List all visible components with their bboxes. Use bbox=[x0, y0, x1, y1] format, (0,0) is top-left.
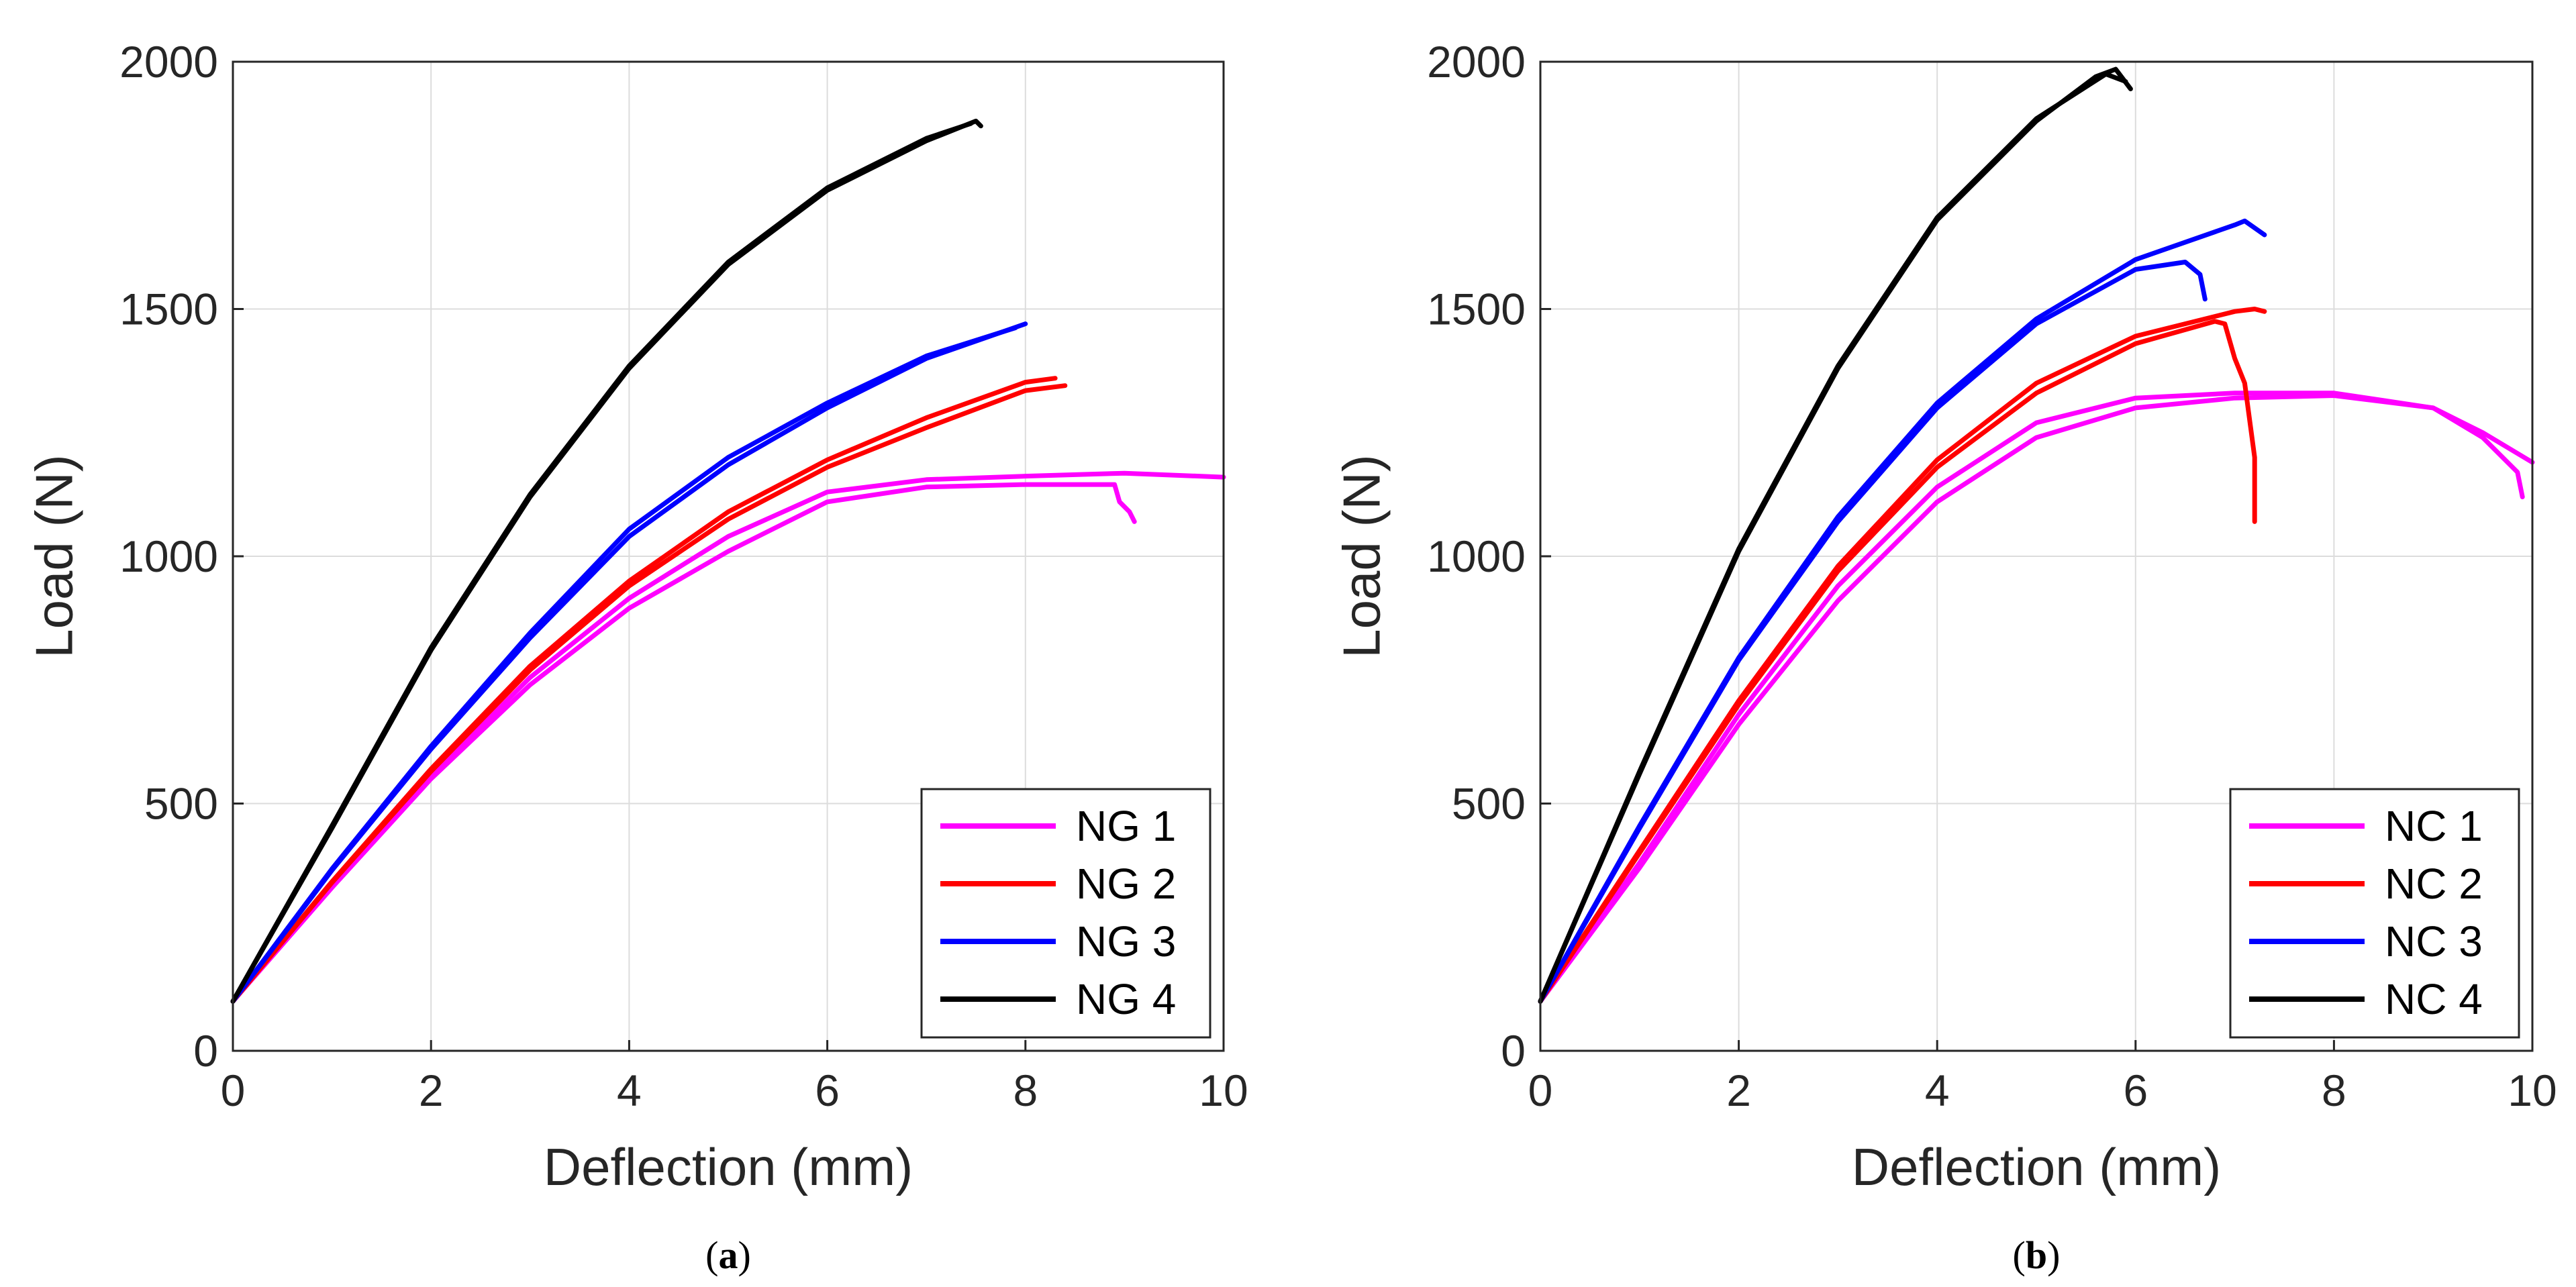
legend-label: NG 4 bbox=[1076, 975, 1176, 1023]
series-curve-ng-4 bbox=[230, 121, 974, 1004]
series-curve-ng-2 bbox=[230, 376, 1058, 1004]
panel-label-open-paren-a: ( bbox=[705, 1233, 718, 1277]
x-tick-label: 2 bbox=[419, 1066, 444, 1115]
legend-label: NG 3 bbox=[1076, 917, 1176, 966]
series-curve-nc-3 bbox=[1538, 218, 2267, 1004]
series-curve-ng-3 bbox=[230, 325, 1018, 1004]
y-axis-title-a: Load (N) bbox=[25, 454, 84, 658]
series-curve-nc-1 bbox=[1538, 391, 2535, 1004]
panel-label-letter-b: b bbox=[2026, 1233, 2047, 1277]
x-tick-label: 6 bbox=[815, 1066, 840, 1115]
y-tick-label: 1000 bbox=[1427, 531, 1526, 581]
panel-label-b: (b) bbox=[2013, 1233, 2061, 1277]
x-axis-title-b: Deflection (mm) bbox=[1852, 1137, 2221, 1196]
x-tick-label: 4 bbox=[1925, 1066, 1950, 1115]
series-curve-nc-1 bbox=[1538, 393, 2525, 1004]
x-tick-label: 6 bbox=[2123, 1066, 2148, 1115]
x-tick-label: 8 bbox=[2322, 1066, 2346, 1115]
legend-label: NG 1 bbox=[1076, 802, 1176, 850]
y-axis-title-b: Load (N) bbox=[1332, 454, 1391, 658]
y-tick-label: 500 bbox=[144, 779, 218, 829]
x-tick-label: 8 bbox=[1013, 1066, 1038, 1115]
legend-a: NG 1 NG 2 NG 3 NG 4 bbox=[920, 788, 1211, 1039]
curves-a bbox=[230, 118, 1226, 1004]
tick-labels-a: 0 2 4 6 8 10 0 500 1000 1500 2000 bbox=[119, 37, 1248, 1115]
series-curve-nc-4 bbox=[1538, 66, 2133, 1004]
x-tick-label: 0 bbox=[1528, 1066, 1553, 1115]
legend-label: NC 2 bbox=[2385, 860, 2483, 908]
x-axis-title-a: Deflection (mm) bbox=[544, 1137, 913, 1196]
tick-labels-b: 0 2 4 6 8 10 0 500 1000 1500 2000 bbox=[1427, 37, 2557, 1115]
x-tick-label: 0 bbox=[221, 1066, 246, 1115]
y-tick-label: 2000 bbox=[1427, 37, 1526, 87]
legend-label: NC 3 bbox=[2385, 917, 2483, 966]
y-tick-label: 2000 bbox=[119, 37, 218, 87]
series-curve-ng-1 bbox=[230, 470, 1226, 1004]
panel-label-letter-a: a bbox=[719, 1233, 738, 1277]
y-tick-label: 0 bbox=[193, 1026, 218, 1076]
x-tick-label: 10 bbox=[2508, 1066, 2557, 1115]
x-tick-label: 4 bbox=[617, 1066, 642, 1115]
y-tick-label: 1000 bbox=[119, 531, 218, 581]
panel-label-a: (a) bbox=[705, 1233, 751, 1277]
legend-label: NC 4 bbox=[2385, 975, 2483, 1023]
series-curve-nc-4 bbox=[1538, 71, 2128, 1004]
y-tick-label: 500 bbox=[1452, 779, 1526, 829]
panel-label-close-paren-b: ) bbox=[2047, 1233, 2060, 1277]
series-curve-nc-2 bbox=[1538, 319, 2257, 1004]
x-tick-label: 2 bbox=[1726, 1066, 1751, 1115]
y-tick-label: 1500 bbox=[1427, 285, 1526, 334]
curves-b bbox=[1538, 66, 2535, 1004]
series-curve-nc-2 bbox=[1538, 307, 2267, 1004]
y-tick-label: 1500 bbox=[119, 285, 218, 334]
legend-label: NG 2 bbox=[1076, 860, 1176, 908]
y-tick-label: 0 bbox=[1501, 1026, 1526, 1076]
panel-label-open-paren-b: ( bbox=[2013, 1233, 2026, 1277]
legend-b: NC 1 NC 2 NC 3 NC 4 bbox=[2229, 788, 2520, 1039]
legend-label: NC 1 bbox=[2385, 802, 2483, 850]
series-curve-nc-3 bbox=[1538, 260, 2208, 1004]
x-tick-label: 10 bbox=[1199, 1066, 1248, 1115]
legend-box bbox=[2229, 788, 2520, 1039]
panel-label-close-paren-a: ) bbox=[738, 1233, 751, 1277]
legend-box bbox=[920, 788, 1211, 1039]
